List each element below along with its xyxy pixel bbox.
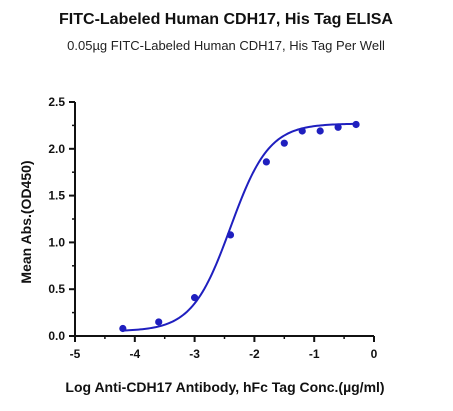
y-tick-label: 0.0 [48, 329, 65, 343]
data-point [280, 139, 288, 147]
data-point [352, 120, 360, 129]
x-tick-label: -4 [129, 347, 140, 361]
x-axis: -5 -4 -3 -2 -1 0 [70, 335, 378, 361]
y-tick-label: 2.5 [48, 95, 65, 109]
fit-curve [122, 122, 357, 332]
data-point [155, 318, 163, 326]
y-tick-label: 1.0 [48, 235, 65, 249]
x-tick-label: -2 [249, 347, 260, 361]
plot-area [119, 120, 360, 333]
chart-subtitle: 0.05µg FITC-Labeled Human CDH17, His Tag… [67, 38, 385, 53]
data-point [334, 123, 342, 131]
y-axis-label: Mean Abs.(OD450) [18, 160, 34, 283]
y-tick-label: 2.0 [48, 142, 65, 156]
data-point [226, 231, 235, 239]
y-tick-label: 1.5 [48, 189, 65, 203]
data-point [191, 294, 199, 302]
data-point [119, 324, 127, 333]
x-tick-label: -3 [189, 347, 200, 361]
x-axis-label: Log Anti-CDH17 Antibody, hFc Tag Conc.(µ… [65, 379, 384, 395]
y-tick-label: 0.5 [48, 282, 65, 296]
chart-title: FITC-Labeled Human CDH17, His Tag ELISA [59, 11, 393, 28]
data-point [316, 127, 324, 135]
y-axis: 0.0 0.5 1.0 1.5 2.0 2.5 [48, 95, 76, 343]
x-tick-label: -5 [70, 347, 81, 361]
x-tick-label: -1 [309, 347, 320, 361]
x-tick-label: 0 [371, 347, 378, 361]
data-point [262, 158, 270, 166]
data-point [298, 127, 306, 135]
